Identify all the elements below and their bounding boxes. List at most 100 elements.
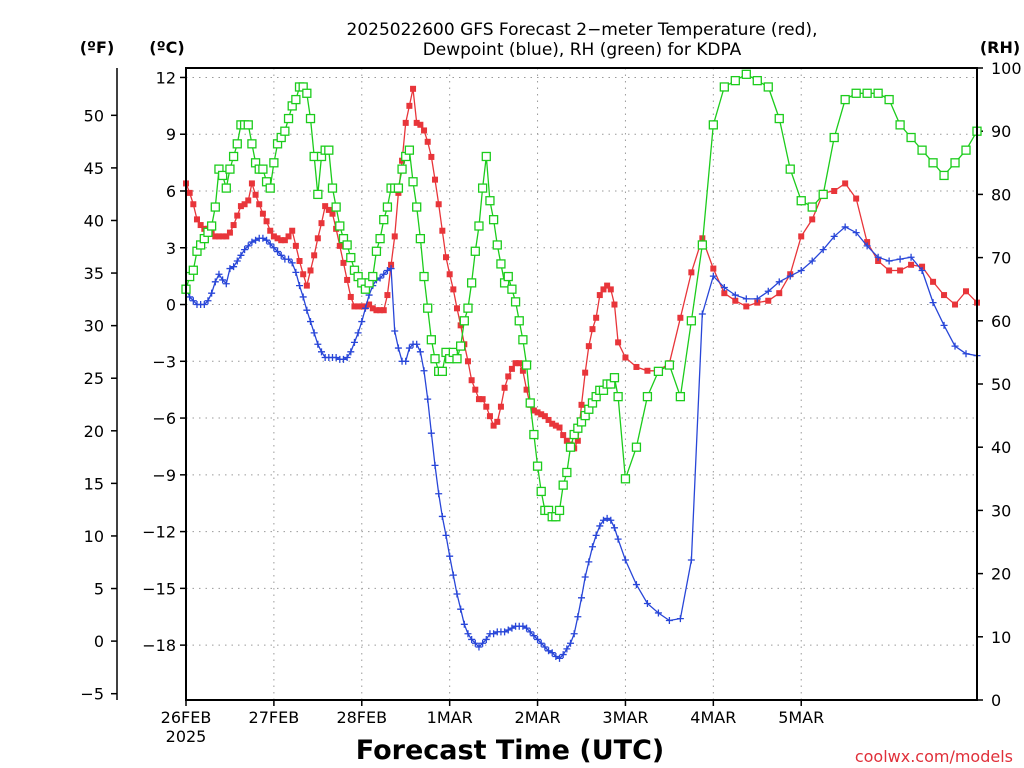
- dewpoint-point: [380, 270, 388, 278]
- rh-point: [342, 240, 352, 250]
- temperature-point: [472, 386, 479, 393]
- rh-point: [206, 221, 217, 231]
- dewpoint-point: [603, 514, 611, 522]
- dewpoint-point: [698, 310, 706, 318]
- dewpoint-point: [339, 355, 347, 363]
- rh-point: [415, 233, 426, 244]
- dewpoint-point: [394, 344, 402, 352]
- temperature-point: [344, 276, 351, 283]
- rh-point: [477, 183, 488, 193]
- temperature-point: [377, 307, 384, 314]
- x-tick-label: 3MAR: [602, 708, 648, 727]
- temperature-point: [765, 297, 772, 304]
- temperature-point: [300, 271, 307, 278]
- dewpoint-point: [413, 340, 421, 348]
- temperature-point: [395, 189, 402, 196]
- plot-frame: [185, 67, 978, 701]
- temperature-line: [185, 88, 978, 450]
- temperature-point: [314, 235, 321, 242]
- fahrenheit-tick-label: 0: [94, 632, 104, 651]
- rh-point: [686, 316, 697, 326]
- rh-point: [221, 183, 231, 193]
- rh-tick-label: 70: [991, 249, 1011, 268]
- temperature-point: [494, 418, 501, 425]
- temperature-point: [589, 326, 596, 333]
- rh-point: [818, 189, 828, 200]
- temperature-point: [270, 233, 277, 240]
- temperature-point: [197, 222, 204, 229]
- rh-point: [774, 113, 784, 124]
- rh-point: [562, 467, 572, 478]
- dewpoint-point: [204, 297, 212, 305]
- temperature-point: [798, 233, 805, 240]
- dewpoint-point: [585, 558, 593, 566]
- dewpoint-point: [599, 516, 607, 524]
- dewpoint-point: [292, 268, 300, 276]
- temperature-point: [596, 292, 603, 299]
- temperature-point: [355, 303, 362, 310]
- rh-tick-label: 30: [991, 501, 1011, 520]
- rh-point: [642, 391, 653, 402]
- rh-point: [379, 215, 389, 225]
- dewpoint-point: [534, 635, 542, 643]
- fahrenheit-unit-label: (ºF): [80, 38, 115, 57]
- temperature-point: [215, 233, 222, 240]
- dewpoint-point: [464, 630, 472, 638]
- rh-point: [609, 373, 620, 383]
- rh-point: [752, 75, 762, 86]
- rh-point: [368, 271, 378, 282]
- rh-point: [437, 366, 447, 377]
- rh-point: [518, 335, 528, 345]
- rh-point: [466, 278, 477, 288]
- rh-point: [375, 233, 385, 244]
- rh-point: [324, 145, 334, 155]
- dewpoint-point: [376, 274, 384, 282]
- dewpoint-point: [614, 535, 622, 543]
- dewpoint-point: [607, 516, 615, 524]
- dewpoint-point: [508, 624, 516, 632]
- temperature-point: [325, 206, 332, 213]
- temperature-point: [303, 282, 310, 289]
- temperature-point: [593, 314, 600, 321]
- temperature-point: [245, 197, 252, 204]
- temperature-point: [842, 180, 849, 187]
- rh-point: [529, 429, 539, 440]
- dewpoint-point: [504, 626, 512, 634]
- temperature-point: [886, 267, 893, 274]
- temperature-point: [831, 187, 838, 194]
- dewpoint-point: [259, 234, 267, 242]
- temperature-point: [732, 297, 739, 304]
- temperature-point: [519, 367, 526, 374]
- rh-point: [412, 202, 422, 212]
- temperature-point: [424, 138, 431, 145]
- dewpoint-point: [358, 318, 366, 326]
- temperature-point: [908, 261, 915, 268]
- dewpoint-point: [592, 531, 600, 539]
- temperature-point: [486, 413, 493, 420]
- temperature-point: [633, 363, 640, 370]
- celsius-tick-label: 9: [166, 125, 176, 144]
- celsius-unit-label: (ºC): [149, 38, 184, 57]
- temperature-point: [534, 409, 541, 416]
- rh-point: [496, 259, 506, 269]
- rh-point: [653, 366, 664, 377]
- temperature-point: [897, 267, 904, 274]
- temperature-point: [391, 233, 398, 240]
- temperature-point: [483, 403, 490, 410]
- dewpoint-point: [310, 329, 318, 337]
- rh-point: [470, 246, 480, 256]
- dewpoint-point: [665, 617, 673, 625]
- temperature-point: [417, 121, 424, 128]
- temperature-point: [464, 358, 471, 365]
- rh-point: [247, 139, 257, 149]
- rh-unit-label: (RH): [980, 38, 1020, 57]
- temperature-point: [677, 314, 684, 321]
- temperature-point: [721, 290, 728, 297]
- temperature-point: [219, 233, 226, 240]
- dewpoint-point: [545, 647, 553, 655]
- dewpoint-point: [446, 552, 454, 560]
- dewpoint-point: [317, 348, 325, 356]
- x-tick-label: 2MAR: [515, 708, 561, 727]
- credit-text: coolwx.com/models: [855, 747, 1013, 766]
- dewpoint-point: [200, 301, 208, 309]
